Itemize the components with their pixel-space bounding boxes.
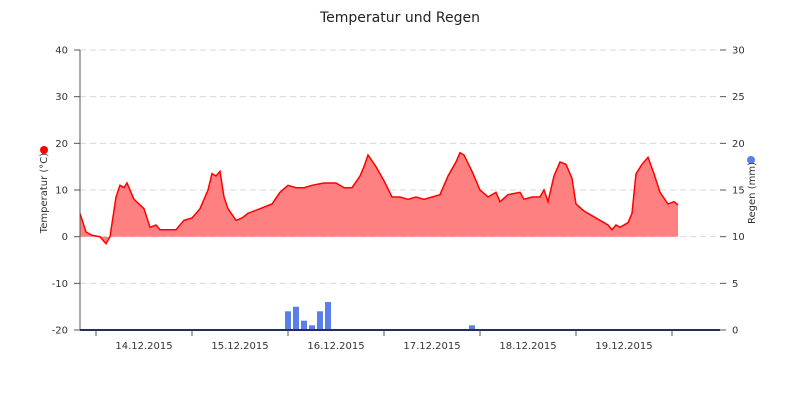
y-left-tick-label: 40 [55, 46, 68, 57]
gridlines [80, 49, 720, 284]
rain-bar [469, 325, 475, 330]
y-left-title-group: Temperatur (°C) [39, 146, 50, 234]
rain-bar [301, 320, 307, 330]
y-left-axis-label: Temperatur (°C) [39, 153, 50, 234]
rain-bar [285, 311, 291, 330]
y-left-tick-label: 20 [55, 139, 68, 150]
y-left-tick-label: -10 [52, 279, 68, 290]
rain-bar [317, 311, 323, 330]
y-left-tick-label: 30 [55, 92, 68, 103]
y-right-tick-label: 5 [732, 279, 738, 290]
temperature-line [79, 151, 679, 245]
rain-legend-dot [747, 156, 755, 164]
temperature-legend-dot [40, 146, 48, 154]
x-tick-label: 15.12.2015 [211, 341, 268, 352]
x-tick-label: 17.12.2015 [403, 341, 460, 352]
x-tick-label: 18.12.2015 [499, 341, 556, 352]
y-right-tick-label: 0 [732, 326, 738, 337]
axes: -20 -10 0 10 20 30 40 0 5 10 15 20 25 30 14.12.2015 15.… [52, 46, 745, 353]
y-right-tick-label: 15 [732, 186, 745, 197]
y-left-tick-label: 10 [55, 186, 68, 197]
y-right-tick-label: 25 [732, 92, 745, 103]
x-tick-label: 19.12.2015 [595, 341, 652, 352]
y-right-tick-label: 10 [732, 232, 745, 243]
y-right-tick-label: 20 [732, 139, 745, 150]
x-tick-label: 16.12.2015 [307, 341, 364, 352]
temperature-series [79, 151, 679, 245]
y-left-tick-label: 0 [62, 232, 68, 243]
rain-bar [309, 325, 315, 330]
y-left-tick-label: -20 [52, 326, 68, 337]
rain-bar [293, 306, 299, 330]
y-right-tick-label: 30 [732, 46, 745, 57]
temperature-area-fill [80, 152, 678, 244]
y-right-axis-label: Regen (mm) [747, 162, 758, 224]
rain-series [285, 302, 475, 330]
x-tick-label: 14.12.2015 [115, 341, 172, 352]
y-right-title-group: Regen (mm) [747, 156, 758, 224]
rain-bar [325, 302, 331, 330]
chart-title: Temperatur und Regen [319, 10, 480, 26]
